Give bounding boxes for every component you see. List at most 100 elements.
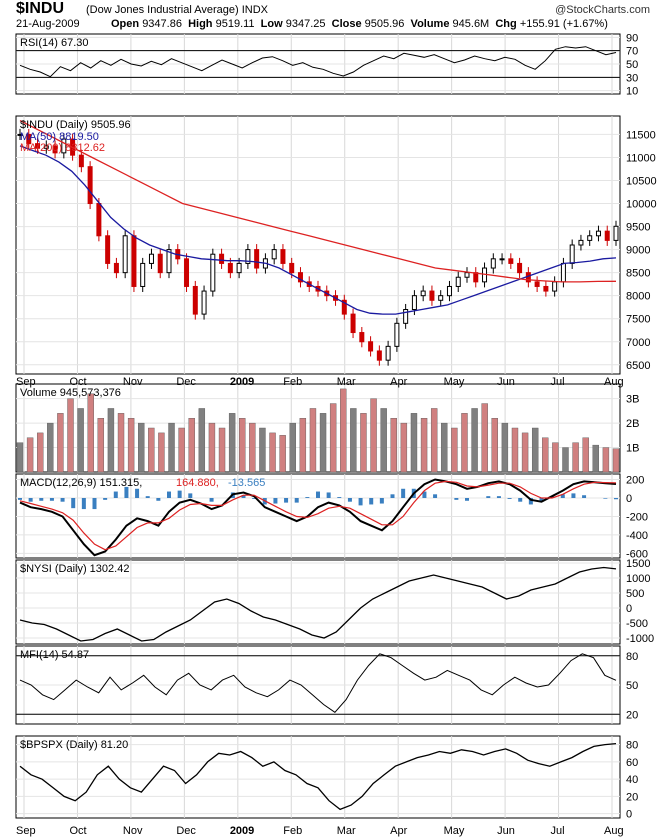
price-y-tick-label: 7000 <box>626 337 650 349</box>
price-candle-body <box>595 230 601 237</box>
volume-bar <box>319 413 327 473</box>
bpspx-line <box>19 742 617 811</box>
macd-histogram-bar <box>337 497 342 498</box>
macd-histogram-bar <box>603 498 608 499</box>
macd-histogram-bar <box>465 498 469 501</box>
high-label: High <box>188 18 213 30</box>
price-candle-body <box>411 295 417 310</box>
price-candle-body <box>552 281 558 292</box>
price-candle-body <box>157 253 163 274</box>
macd-histogram-bar <box>379 498 384 504</box>
macd-histogram-bar <box>496 496 501 498</box>
x-tick-label-top: Mar <box>337 376 356 388</box>
ticker-symbol: $INDU <box>16 0 65 17</box>
x-tick-label-top: May <box>444 376 465 388</box>
macd-histogram-bar <box>252 498 257 499</box>
rsi-y-tick-label: 50 <box>626 59 638 71</box>
volume-bar <box>501 422 509 473</box>
x-tick-label-bottom: Apr <box>390 825 407 837</box>
macd-histogram-bar <box>528 498 533 505</box>
x-tick-label-top: Sep <box>16 376 36 388</box>
price-candle-body <box>429 290 435 301</box>
price-candle-body <box>403 309 409 324</box>
price-y-tick-label: 6500 <box>626 360 650 372</box>
macd-signal-legend: 164.880, <box>176 477 219 489</box>
volume-bar <box>602 447 610 473</box>
price-y-tick-label: 11500 <box>626 129 656 141</box>
volume-bar <box>521 432 529 473</box>
x-tick-label-bottom: Sep <box>16 825 36 837</box>
price-candle-body <box>254 249 260 269</box>
price-y-tick-label: 9500 <box>626 222 650 234</box>
rsi-y-tick-label: 10 <box>626 86 638 98</box>
nysi-panel-frame <box>15 559 621 645</box>
volume-bar <box>390 418 397 473</box>
macd-histogram-bar <box>167 491 171 498</box>
price-y-tick-label: 11000 <box>626 152 656 164</box>
bpspx-y-tick-label: 40 <box>626 774 638 786</box>
volume-bar <box>562 447 569 473</box>
price-candle-body <box>113 262 119 274</box>
nysi-y-tick-label: -1000 <box>626 633 654 645</box>
open-label: Open <box>111 18 140 30</box>
volume-bar <box>158 432 165 473</box>
macd-histogram-bar <box>294 498 299 503</box>
volume-bar <box>350 408 357 473</box>
macd-histogram-bar <box>92 498 97 510</box>
macd-histogram-bar <box>422 491 427 498</box>
volume-bar <box>218 427 226 473</box>
volume-bar <box>67 398 74 473</box>
price-candle-body <box>245 249 251 264</box>
volume-bar <box>430 408 438 473</box>
macd-histogram-bar <box>539 498 544 502</box>
ma50-legend: MA(50) 8819.50 <box>20 131 99 143</box>
macd-histogram-bar <box>124 486 129 498</box>
volume-bar <box>572 442 579 473</box>
volume-bar <box>107 408 115 473</box>
low-value: 9347.25 <box>285 18 326 30</box>
nysi-y-tick-label: 1500 <box>626 558 650 570</box>
volume-bar <box>77 408 84 473</box>
macd-histogram-bar <box>507 498 512 499</box>
volume-bar <box>37 432 44 473</box>
price-candle-body <box>166 249 172 274</box>
quote-date: 21-Aug-2009 <box>16 18 80 30</box>
volume-bar <box>461 413 468 473</box>
volume-bar <box>269 432 276 473</box>
volume-bar <box>57 413 64 473</box>
volume-bar <box>491 418 498 473</box>
macd-y-tick-label: 0 <box>626 493 632 505</box>
volume-value: 945.6M <box>452 18 490 30</box>
price-candle-body <box>517 262 523 274</box>
nysi-y-tick-label: -500 <box>626 618 648 630</box>
macd-histogram-bar <box>518 498 523 502</box>
bpspx-panel-frame <box>15 735 621 819</box>
volume-bar <box>249 422 256 473</box>
chg-label: Chg <box>495 18 517 30</box>
x-tick-label-top: Jul <box>551 376 565 388</box>
quote-line: Open 9347.86 High 9519.11 Low 9347.25 Cl… <box>111 18 608 30</box>
volume-bar <box>259 427 266 473</box>
rsi-y-tick-label: 70 <box>626 46 638 58</box>
price-candle-body <box>271 249 277 260</box>
mfi-legend: MFI(14) 54.87 <box>20 649 89 661</box>
macd-histogram-bar <box>571 493 576 498</box>
brand-watermark: @StockCharts.com <box>555 4 650 16</box>
price-candle-body <box>359 332 365 343</box>
price-candle-body <box>105 235 111 264</box>
volume-bar <box>451 427 458 473</box>
volume-bar <box>117 413 125 473</box>
bpspx-y-tick-label: 20 <box>626 791 638 803</box>
x-tick-label-bottom: Jun <box>497 825 515 837</box>
x-tick-label-top: Apr <box>390 376 407 388</box>
macd-histogram-bar <box>49 498 54 501</box>
price-candle-body <box>368 341 374 352</box>
macd-histogram-bar <box>103 498 108 500</box>
volume-y-tick-label: 3B <box>626 394 639 406</box>
price-candle-body <box>569 244 575 264</box>
x-tick-label-bottom: Nov <box>123 825 143 837</box>
volume-bar <box>228 413 236 473</box>
price-candle-body <box>376 350 382 361</box>
